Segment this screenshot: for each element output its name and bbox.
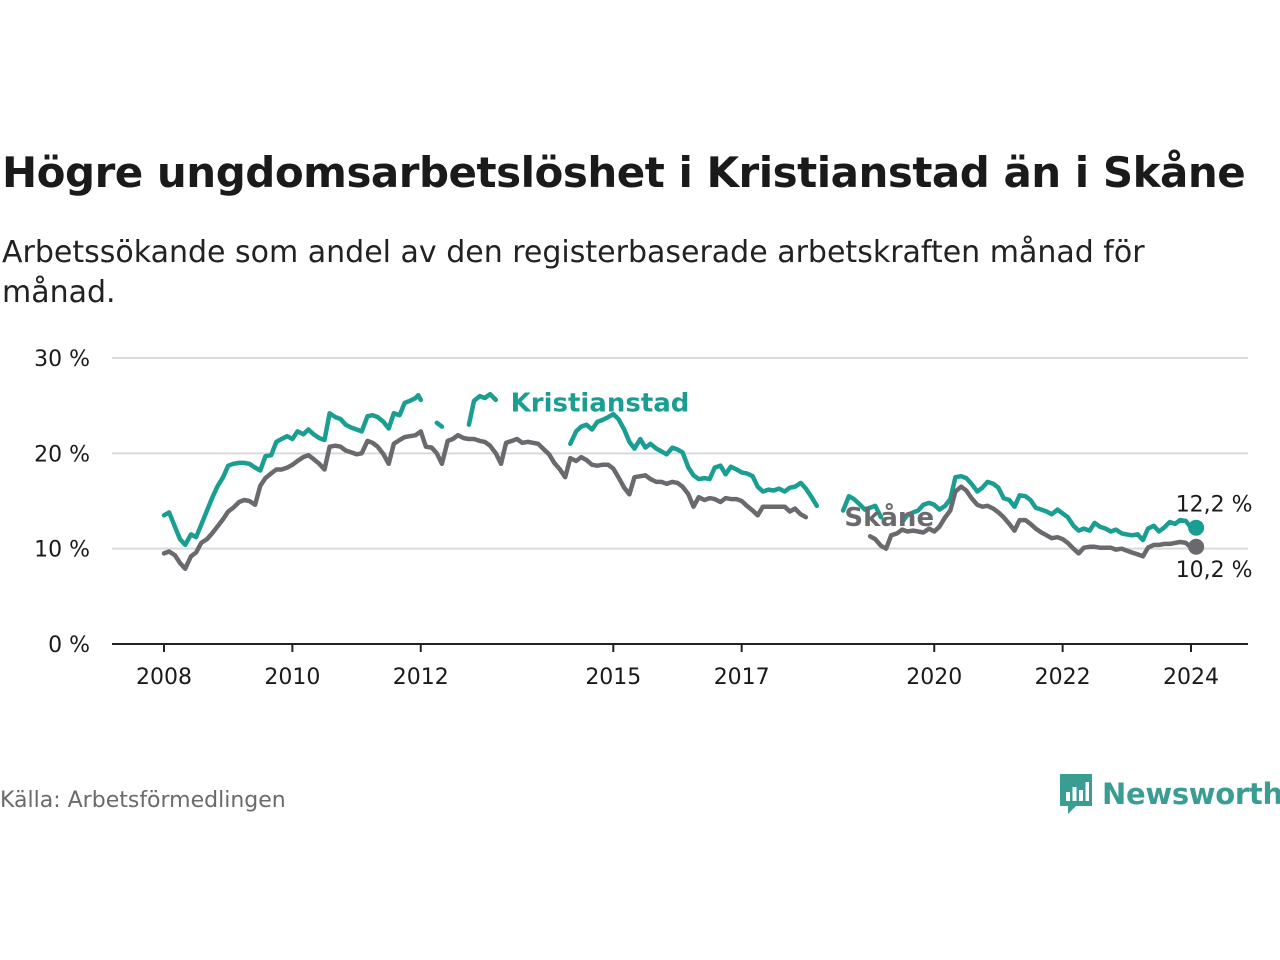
series-line-kristianstad-5 [899, 473, 1199, 543]
y-tick-label-10: 10 % [34, 538, 90, 563]
x-tick-label-2024: 2024 [1163, 665, 1219, 690]
end-label-kristianstad: 12,2 % [1176, 493, 1253, 518]
series-line-kristianstad-2 [466, 391, 499, 427]
end-label-skåne: 10,2 % [1176, 558, 1253, 583]
grid-layer [112, 357, 1248, 652]
brand-name: Newsworthy [1102, 777, 1280, 811]
x-tick-label-2020: 2020 [906, 665, 962, 690]
series-line-skåne-0 [161, 429, 809, 571]
series-line-skåne-1 [867, 484, 1199, 559]
source-note: Källa: Arbetsförmedlingen [0, 788, 286, 813]
y-tick-label-20: 20 % [34, 442, 90, 467]
series-label-skåne: Skåne [844, 501, 934, 533]
brand-logo: Newsworthy [1058, 772, 1280, 816]
x-tick-label-2012: 2012 [393, 665, 449, 690]
end-point-skåne [1188, 538, 1205, 555]
x-tick-label-2015: 2015 [585, 665, 641, 690]
line-chart: 0 % 10 % 20 % 30 % 2008 2010 2012 2015 2017 2020 2… [34, 347, 1252, 690]
y-tick-label-30: 30 % [34, 347, 90, 372]
chart-subtitle: Arbetssökande som andel av den registerb… [2, 235, 1145, 310]
series-line-kristianstad-0 [161, 392, 424, 548]
x-tick-label-2022: 2022 [1035, 665, 1091, 690]
label-layer: 0 % 10 % 20 % 30 % 2008 2010 2012 2015 2017 2020 2… [34, 347, 1252, 690]
y-tick-label-0: 0 % [48, 633, 90, 658]
newsworthy-logo-icon [1060, 774, 1092, 814]
x-tick-label-2017: 2017 [714, 665, 770, 690]
end-point-kristianstad [1188, 519, 1205, 536]
series-line-kristianstad-4 [840, 493, 884, 520]
x-tick-label-2008: 2008 [136, 665, 192, 690]
series-line-kristianstad-1 [434, 420, 445, 429]
x-tick-label-2010: 2010 [264, 665, 320, 690]
series-line-kristianstad-3 [568, 411, 820, 509]
chart-title: Högre ungdomsarbetslöshet i Kristianstad… [2, 148, 1246, 197]
series-label-kristianstad: Kristianstad [511, 388, 690, 418]
line-layer [161, 391, 1205, 571]
